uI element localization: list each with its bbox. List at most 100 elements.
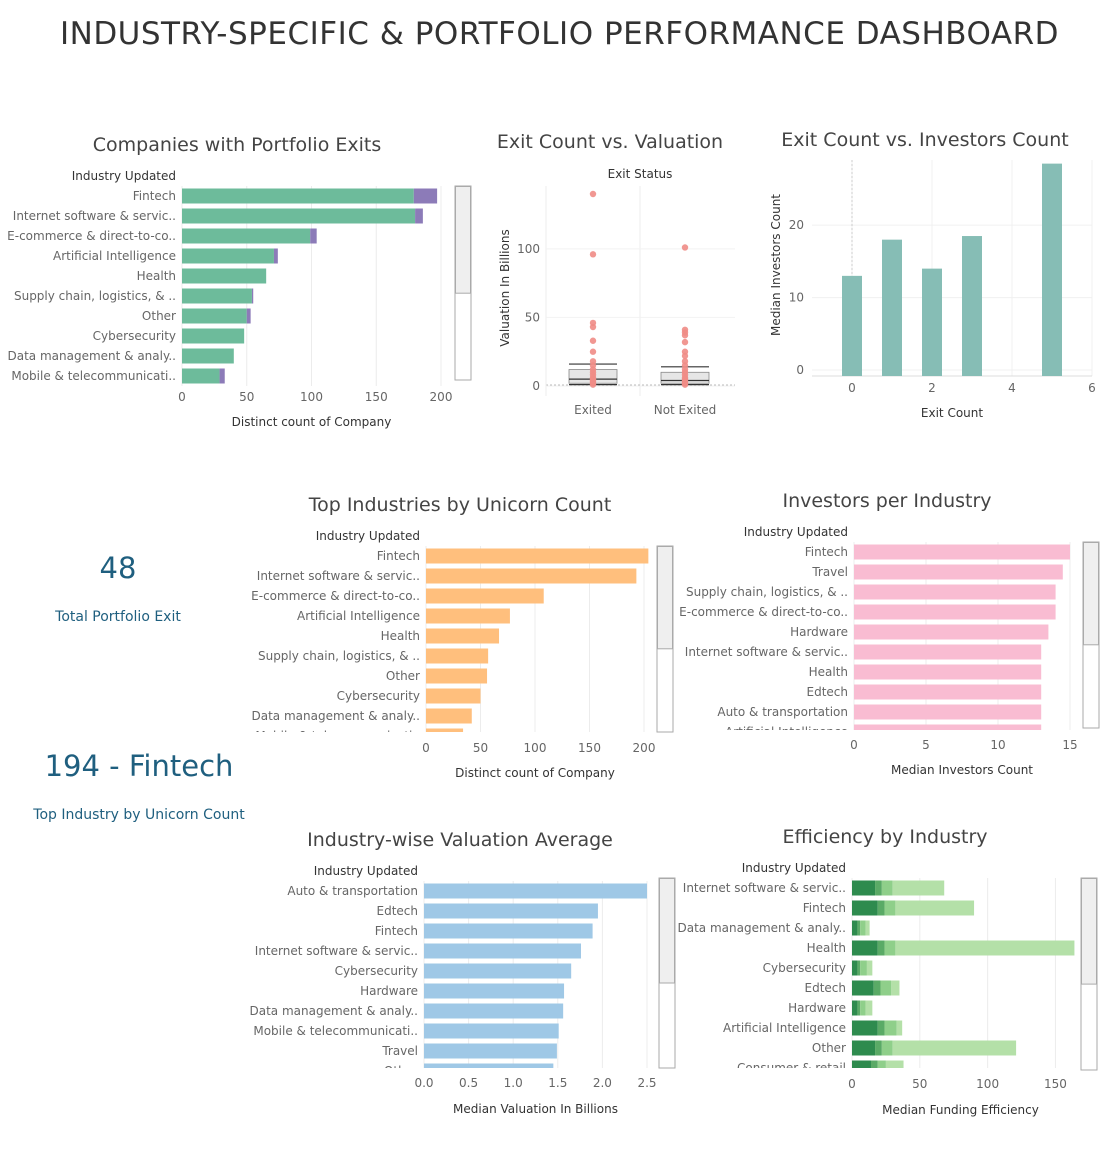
efficiency-industry-bar[interactable]	[870, 1060, 878, 1076]
efficiency-industry-bar[interactable]	[892, 1040, 1017, 1056]
efficiency-industry-bar[interactable]	[881, 1040, 893, 1056]
efficiency-industry-bar[interactable]	[873, 980, 881, 996]
unicorn-count-bar[interactable]	[426, 608, 510, 624]
efficiency-industry-bar[interactable]	[865, 1000, 873, 1016]
exit-vs-valuation-title: Exit Count vs. Valuation	[497, 131, 723, 153]
portfolio-exits-bar[interactable]	[415, 208, 423, 224]
portfolio-exits-bar[interactable]	[182, 248, 274, 264]
unicorn-count-bar[interactable]	[426, 628, 500, 644]
portfolio-exits-bar[interactable]	[182, 308, 247, 324]
unicorn-count-bar[interactable]	[426, 588, 544, 604]
efficiency-industry-bar[interactable]	[896, 1020, 903, 1036]
efficiency-industry-bar[interactable]	[865, 920, 870, 936]
efficiency-industry-bar[interactable]	[857, 920, 861, 936]
valuation-average-bar[interactable]	[424, 943, 581, 959]
efficiency-industry-bar[interactable]	[852, 940, 878, 956]
portfolio-exits-bar[interactable]	[182, 268, 267, 284]
valuation-average-category-label: Fintech	[375, 924, 418, 938]
portfolio-exits-bar[interactable]	[413, 188, 438, 204]
investors-per-industry-bar[interactable]	[854, 704, 1042, 720]
unicorn-count-scrollbar-thumb[interactable]	[657, 546, 673, 650]
investors-per-industry-bar[interactable]	[854, 584, 1056, 600]
investors-per-industry-bar[interactable]	[854, 604, 1056, 620]
exit-vs-investors-bar[interactable]	[922, 268, 942, 376]
portfolio-exits-bar[interactable]	[310, 228, 317, 244]
efficiency-industry-bar[interactable]	[884, 900, 896, 916]
portfolio-exits-bar[interactable]	[251, 288, 254, 304]
efficiency-industry-bar[interactable]	[880, 980, 892, 996]
valuation-average-bar[interactable]	[424, 883, 647, 899]
efficiency-industry-bar[interactable]	[884, 940, 896, 956]
exit-vs-investors-bar[interactable]	[882, 239, 902, 376]
portfolio-exits-bar[interactable]	[182, 188, 414, 204]
efficiency-industry-bar[interactable]	[875, 1040, 882, 1056]
valuation-average-bar[interactable]	[424, 903, 598, 919]
portfolio-exits-bar[interactable]	[273, 248, 278, 264]
efficiency-industry-bar[interactable]	[891, 980, 900, 996]
efficiency-industry-bar[interactable]	[866, 960, 873, 976]
investors-per-industry-scrollbar-thumb[interactable]	[1083, 542, 1099, 646]
portfolio-exits-bar[interactable]	[182, 328, 245, 344]
portfolio-exits-category-label: E-commerce & direct-to-co..	[7, 229, 176, 243]
efficiency-industry-bar[interactable]	[860, 1000, 866, 1016]
efficiency-industry-bar[interactable]	[895, 940, 1075, 956]
investors-per-industry-bar[interactable]	[854, 724, 1042, 740]
efficiency-industry-bar[interactable]	[857, 960, 861, 976]
valuation-average-bar[interactable]	[424, 1003, 564, 1019]
efficiency-industry-bar[interactable]	[881, 880, 893, 896]
efficiency-industry-bar[interactable]	[852, 980, 874, 996]
investors-per-industry-bar[interactable]	[854, 564, 1063, 580]
efficiency-industry-bar[interactable]	[892, 880, 945, 896]
efficiency-industry-bar[interactable]	[860, 920, 866, 936]
efficiency-industry-bar[interactable]	[895, 900, 975, 916]
efficiency-industry-bar[interactable]	[884, 1020, 897, 1036]
portfolio-exits-bar[interactable]	[182, 368, 220, 384]
efficiency-industry-bar[interactable]	[860, 960, 867, 976]
efficiency-industry-bar[interactable]	[852, 900, 878, 916]
efficiency-industry-bar[interactable]	[852, 1000, 858, 1016]
unicorn-count-bar[interactable]	[426, 728, 464, 744]
efficiency-industry-bar[interactable]	[877, 1020, 885, 1036]
valuation-average-bar[interactable]	[424, 963, 572, 979]
efficiency-industry-bar[interactable]	[885, 1060, 904, 1076]
efficiency-industry-bar[interactable]	[852, 960, 858, 976]
exit-vs-investors-bar[interactable]	[1042, 163, 1062, 376]
efficiency-industry-bar[interactable]	[877, 940, 885, 956]
unicorn-count-bar[interactable]	[426, 548, 649, 564]
unicorn-count-bar[interactable]	[426, 708, 472, 724]
portfolio-exits-scrollbar-thumb[interactable]	[455, 186, 471, 294]
unicorn-count-bar[interactable]	[426, 668, 488, 684]
exit-vs-investors-bar[interactable]	[962, 236, 982, 376]
investors-per-industry-bar[interactable]	[854, 544, 1070, 560]
efficiency-industry-scrollbar-thumb[interactable]	[1081, 878, 1097, 985]
efficiency-industry-bar[interactable]	[852, 880, 876, 896]
efficiency-industry-bar[interactable]	[852, 920, 858, 936]
valuation-average-bar[interactable]	[424, 923, 593, 939]
unicorn-count-bar[interactable]	[426, 648, 489, 664]
investors-per-industry-bar[interactable]	[854, 644, 1042, 660]
efficiency-industry-bar[interactable]	[852, 1060, 871, 1076]
portfolio-exits-bar[interactable]	[182, 348, 234, 364]
efficiency-industry-bar[interactable]	[877, 1060, 886, 1076]
efficiency-industry-bar[interactable]	[852, 1020, 878, 1036]
portfolio-exits-bar[interactable]	[182, 208, 416, 224]
valuation-average-bar[interactable]	[424, 983, 565, 999]
valuation-average-bar[interactable]	[424, 1023, 559, 1039]
portfolio-exits-bar[interactable]	[182, 288, 252, 304]
portfolio-exits-bar[interactable]	[182, 228, 311, 244]
efficiency-industry-bar[interactable]	[857, 1000, 861, 1016]
investors-per-industry-bar[interactable]	[854, 624, 1049, 640]
valuation-average-scrollbar-thumb[interactable]	[659, 878, 675, 984]
efficiency-industry-bar[interactable]	[875, 880, 882, 896]
investors-per-industry-bar[interactable]	[854, 664, 1042, 680]
portfolio-exits-bar[interactable]	[219, 368, 225, 384]
valuation-average-bar[interactable]	[424, 1063, 554, 1079]
efficiency-industry-bar[interactable]	[852, 1040, 876, 1056]
unicorn-count-bar[interactable]	[426, 568, 637, 584]
valuation-average-bar[interactable]	[424, 1043, 557, 1059]
exit-vs-investors-bar[interactable]	[842, 275, 862, 376]
portfolio-exits-bar[interactable]	[246, 308, 251, 324]
investors-per-industry-bar[interactable]	[854, 684, 1042, 700]
unicorn-count-bar[interactable]	[426, 688, 481, 704]
efficiency-industry-bar[interactable]	[877, 900, 885, 916]
